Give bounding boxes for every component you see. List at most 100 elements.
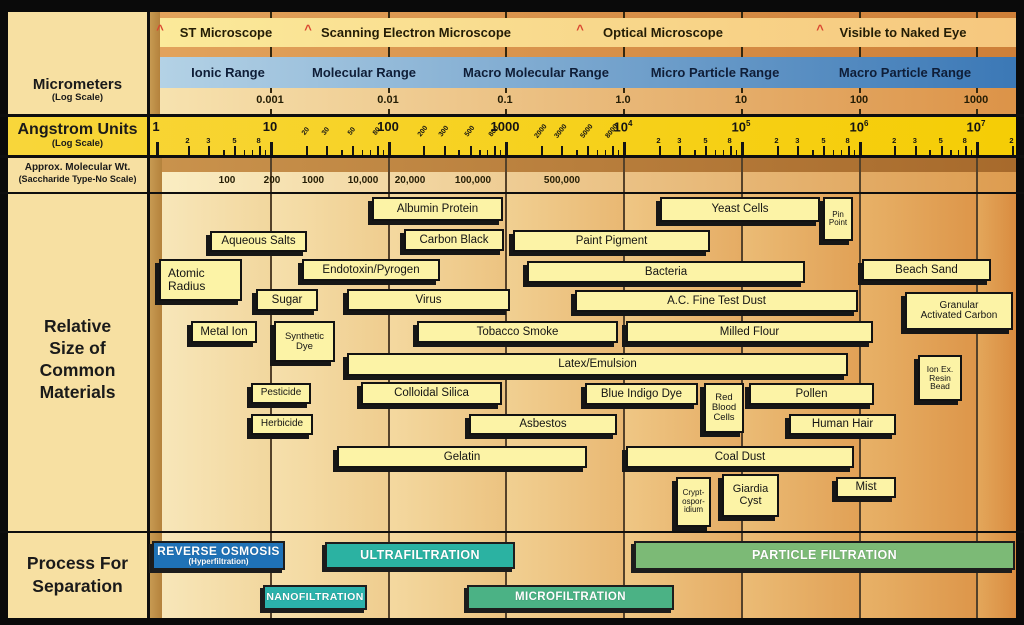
decade-tick (741, 12, 743, 18)
pointer-caret: ^ (304, 22, 312, 37)
angstrom-major-tick (156, 142, 159, 155)
decade-tick (741, 88, 743, 93)
material-label-line: Sugar (271, 293, 303, 306)
material-label-line: Dye (296, 340, 313, 352)
decade-tick (859, 47, 861, 57)
molwt-tick-500-000: 500,000 (543, 175, 581, 186)
material-red-blood-cells: Red Blood Cells (704, 383, 744, 433)
molwt-label-strip (162, 172, 1016, 192)
material-label-line: Mist (855, 481, 877, 494)
angstrom-minor-label: 3 (677, 136, 682, 145)
material-pin-point: Pin Point (823, 197, 853, 241)
material-colloidal-silica: Colloidal Silica (361, 382, 502, 405)
material-label-line: idium (683, 505, 704, 515)
angstrom-title: Angstrom Units (17, 121, 138, 138)
material-giardia-cyst: Giardia Cyst (722, 474, 779, 517)
pointer-caret: ^ (816, 22, 824, 37)
decade-tick (859, 109, 861, 114)
angstrom-major-104: 104 (613, 119, 633, 135)
microscope-label-optical-microscope: Optical Microscope (603, 25, 723, 40)
molwt-tick-200: 200 (263, 175, 281, 186)
micrometers-title: Micrometers (32, 76, 123, 93)
angstrom-minor-tick (423, 146, 426, 155)
microscope-label-scanning-electron-microscope: Scanning Electron Microscope (321, 25, 511, 40)
material-yeast-cells: Yeast Cells (660, 197, 820, 222)
material-label-line: Blue Indigo Dye (600, 387, 683, 400)
gap-orange-strip (150, 47, 1016, 57)
process-nanofiltration: NANOFILTRATION (263, 585, 367, 610)
decade-tick (976, 12, 978, 18)
material-label-line: Red (715, 392, 733, 404)
micrometer-tick-1.0: 1.0 (615, 94, 631, 106)
gridline (741, 533, 743, 618)
angstrom-major-tick (505, 142, 508, 155)
angstrom-major-10: 10 (262, 119, 278, 134)
angstrom-minor-label: 2 (656, 136, 661, 145)
material-paint-pigment: Paint Pigment (513, 230, 710, 252)
microscope-label-visible-to-naked-eye: Visible to Naked Eye (839, 25, 967, 40)
process-title-line: Process For (26, 553, 129, 573)
material-pollen: Pollen (749, 383, 874, 405)
gridline (505, 158, 507, 192)
angstrom-minor-tick (258, 146, 261, 155)
micrometer-tick-0.1: 0.1 (497, 94, 513, 106)
material-label-line: Radius (168, 279, 206, 293)
angstrom-minor-tick (587, 146, 590, 155)
decade-cell (976, 194, 1016, 531)
micrometer-tick-0.01: 0.01 (377, 94, 399, 106)
material-label-line: Point (828, 218, 848, 227)
range-label-ionic-range: Ionic Range (191, 65, 265, 80)
angstrom-minor-tick (929, 150, 931, 155)
material-endotoxin-pyrogen: Endotoxin/Pyrogen (302, 259, 440, 281)
angstrom-minor-tick (376, 146, 379, 155)
materials-title-line: Relative (43, 316, 112, 336)
materials-section-title: Relative Size of Common Materials (8, 316, 147, 404)
decade-tick (505, 12, 507, 18)
material-metal-ion: Metal Ion (191, 321, 257, 343)
angstrom-minor-tick (853, 150, 856, 155)
angstrom-subtitle: (Log Scale) (51, 138, 104, 150)
gridline (976, 158, 978, 192)
left-column-border (147, 12, 150, 618)
angstrom-minor-tick (208, 146, 211, 155)
material-label-line: Pesticide (260, 387, 302, 399)
material-label-line: Colloidal Silica (394, 387, 469, 400)
material-label-line: Aqueous Salts (221, 235, 296, 248)
angstrom-major-tick (270, 142, 273, 155)
material-asbestos: Asbestos (469, 414, 617, 435)
angstrom-minor-tick (251, 150, 254, 155)
divider-line (0, 114, 1024, 117)
angstrom-minor-tick (812, 150, 814, 155)
angstrom-minor-tick (679, 146, 682, 155)
gridline (859, 158, 861, 192)
material-coal-dust: Coal Dust (626, 446, 854, 468)
angstrom-minor-tick (458, 150, 460, 155)
angstrom-minor-tick (604, 150, 607, 155)
micrometers-subtitle: (Log Scale) (51, 92, 104, 104)
gridline (270, 194, 272, 531)
molwt-tick-10-000: 10,000 (347, 175, 379, 186)
angstrom-minor-tick (714, 150, 717, 155)
material-albumin-protein: Albumin Protein (372, 197, 503, 221)
divider-line (0, 155, 1024, 158)
decade-tick (388, 109, 390, 114)
material-ion-ex-resin-bead: Ion Ex. Resin Bead (918, 355, 962, 401)
range-label-molecular-range: Molecular Range (311, 65, 417, 80)
angstrom-minor-tick (361, 150, 364, 155)
angstrom-minor-label: 2 (892, 136, 897, 145)
material-label-line: Pin (832, 209, 844, 219)
material-aqueous-salts: Aqueous Salts (210, 231, 307, 252)
material-label-line: Activated Carbon (920, 310, 998, 321)
process-sublabel: (Hyperfiltration) (188, 557, 249, 566)
angstrom-major-tick (859, 142, 862, 155)
material-pesticide: Pesticide (251, 383, 311, 404)
molwt-tick-100: 100 (218, 175, 236, 186)
material-label-line: Resin (929, 372, 951, 383)
material-label-line: Paint Pigment (575, 234, 648, 247)
angstrom-axis-title: Angstrom Units (Log Scale) (8, 121, 147, 150)
angstrom-minor-tick (264, 150, 267, 155)
angstrom-minor-tick (914, 146, 917, 155)
material-gelatin: Gelatin (337, 446, 587, 468)
material-label-line: Bacteria (644, 265, 688, 278)
